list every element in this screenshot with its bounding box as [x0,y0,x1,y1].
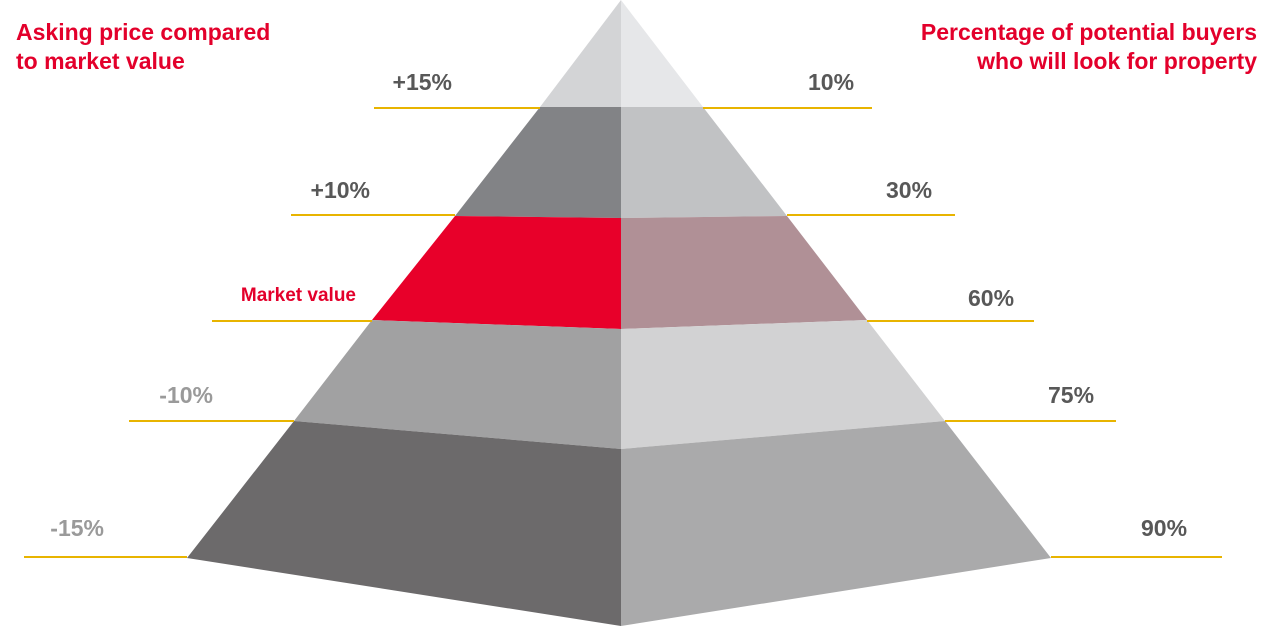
pyramid-tier-2-right-face [621,107,787,218]
asking-price-heading-line-1: Asking price compared [16,19,271,45]
asking-price-label-tier-3: Market value [240,285,356,306]
pyramid-tier-5-right-face [621,421,1051,626]
potential-buyers-heading: Percentage of potential buyers who will … [921,18,1257,76]
buyers-label-tier-5: 90% [1141,515,1188,541]
buyers-label-tier-1: 10% [808,69,855,95]
asking-price-heading-line-2: to market value [16,48,185,74]
asking-price-label-tier-1: +15% [392,69,452,95]
pyramid-tier-3-left-face [372,216,621,329]
asking-price-heading: Asking price compared to market value [16,18,270,76]
asking-price-label-tier-4: -10% [159,382,213,408]
pyramid-tier-2-left-face [455,107,621,218]
potential-buyers-heading-line-1: Percentage of potential buyers [920,19,1257,45]
asking-price-label-tier-5: -15% [50,515,104,541]
potential-buyers-heading-line-2: who will look for property [977,48,1257,74]
pyramid-tier-3-right-face [621,216,867,329]
asking-price-label-tier-2: +10% [310,177,370,203]
buyers-label-tier-2: 30% [886,177,933,203]
pyramid-tier-1-left-face [540,0,621,107]
pyramid-tier-4-right-face [621,320,945,449]
buyers-label-tier-4: 75% [1048,382,1095,408]
pyramid-tier-5-left-face [187,421,621,626]
pyramid-tier-4-left-face [294,320,621,449]
pyramid-tier-1-right-face [621,0,703,107]
buyers-label-tier-3: 60% [968,285,1015,311]
